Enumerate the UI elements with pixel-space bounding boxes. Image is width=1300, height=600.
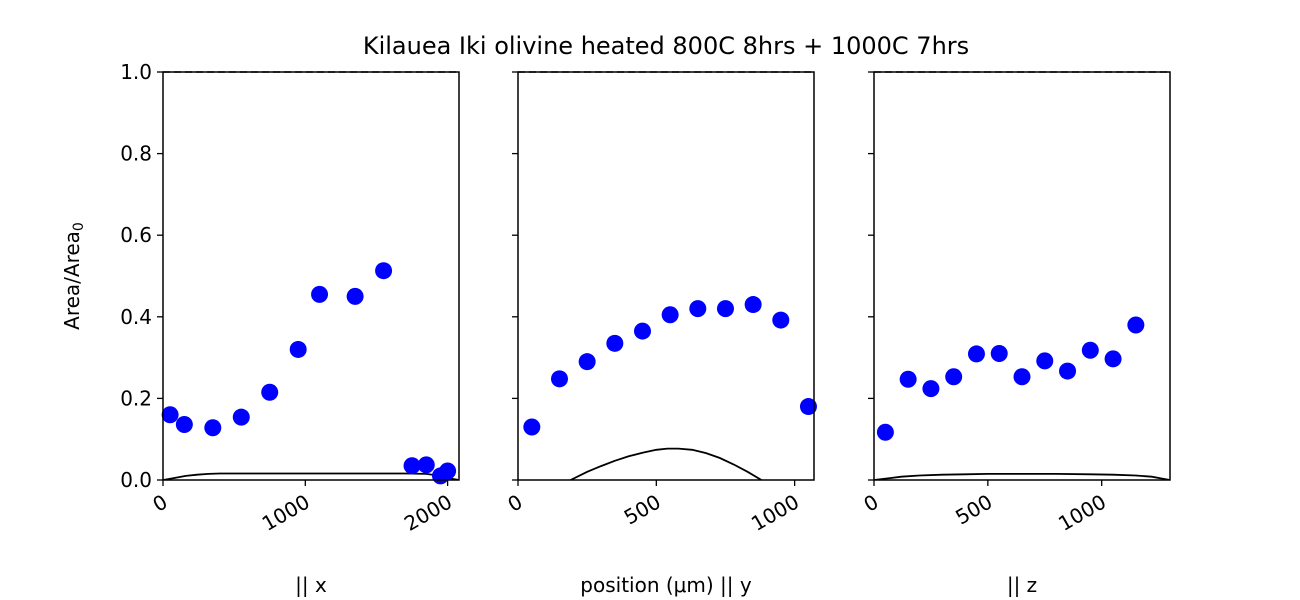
subplot-2: 0 500 1000 position (μm) || y [503, 71, 817, 597]
data-point [1104, 350, 1122, 368]
x-tick-label: 500 [620, 490, 665, 530]
data-point [1013, 368, 1031, 386]
data-point [945, 368, 963, 386]
data-point [289, 340, 307, 358]
data-point [899, 370, 917, 388]
x-tick-label: 0 [148, 490, 171, 517]
data-point [550, 370, 568, 388]
data-point [799, 398, 817, 416]
data-points [523, 296, 817, 436]
data-point [716, 300, 734, 318]
y-tick-label: 0.0 [120, 468, 152, 492]
data-point [606, 334, 624, 352]
x-axis-label: || z [1007, 573, 1037, 597]
x-tick-label: 0 [503, 490, 526, 517]
y-tick-label: 0.4 [120, 305, 152, 329]
x-tick-label: 500 [951, 490, 996, 530]
data-point [1059, 362, 1077, 380]
x-tick-label: 2000 [400, 490, 456, 536]
axes-frame [873, 71, 1171, 481]
x-tick-label: 1000 [747, 490, 803, 536]
x-axis-label: position (μm) || y [580, 573, 752, 597]
data-points [876, 316, 1145, 441]
y-axis-label-main: Area/Area [60, 231, 84, 330]
y-tick-label: 0.2 [120, 386, 152, 410]
axes-frame [162, 71, 460, 481]
data-point [1036, 352, 1054, 370]
data-point [161, 406, 179, 424]
data-point [689, 300, 707, 318]
data-point [204, 419, 222, 437]
data-point [232, 408, 250, 426]
data-point [633, 322, 651, 340]
data-point [403, 457, 421, 475]
y-tick-label: 0.8 [120, 142, 152, 166]
y-axis-label-subscript: 0 [71, 222, 87, 231]
data-point [922, 380, 940, 398]
x-tick-label: 0 [859, 490, 882, 517]
data-point [578, 353, 596, 371]
x-axis-label: || x [295, 573, 327, 597]
chart-title: Kilauea Iki olivine heated 800C 8hrs + 1… [363, 32, 969, 60]
y-axis-label: Area/Area0 [60, 222, 87, 330]
data-point [175, 416, 193, 434]
data-point [967, 345, 985, 363]
subplot-panels: 0.0 0.2 0.4 0.6 0.8 1.0 0 1000 2000 || x 0 500 1000 p… [120, 60, 1171, 597]
subplot-1: 0.0 0.2 0.4 0.6 0.8 1.0 0 1000 2000 || x [120, 60, 460, 597]
model-curve [874, 472, 1170, 480]
data-point [261, 383, 279, 401]
y-tick-label: 0.6 [120, 223, 152, 247]
data-point [772, 311, 790, 329]
data-points [161, 262, 457, 485]
subplot-3: 0 500 1000 || z [859, 71, 1171, 597]
data-point [1081, 341, 1099, 359]
axes-frame [517, 71, 815, 481]
data-point [990, 345, 1008, 363]
x-tick-label: 1000 [258, 490, 314, 536]
data-point [744, 296, 762, 314]
data-point [417, 456, 435, 474]
data-point [523, 418, 541, 436]
data-point [661, 306, 679, 324]
model-curve [163, 472, 459, 480]
data-point [439, 462, 457, 480]
data-point [311, 285, 329, 303]
data-point [346, 287, 364, 305]
model-curve [570, 447, 762, 480]
data-point [1127, 316, 1145, 334]
data-point [876, 423, 894, 441]
y-tick-label: 1.0 [120, 60, 152, 84]
data-point [375, 262, 393, 280]
x-tick-label: 1000 [1054, 490, 1110, 536]
